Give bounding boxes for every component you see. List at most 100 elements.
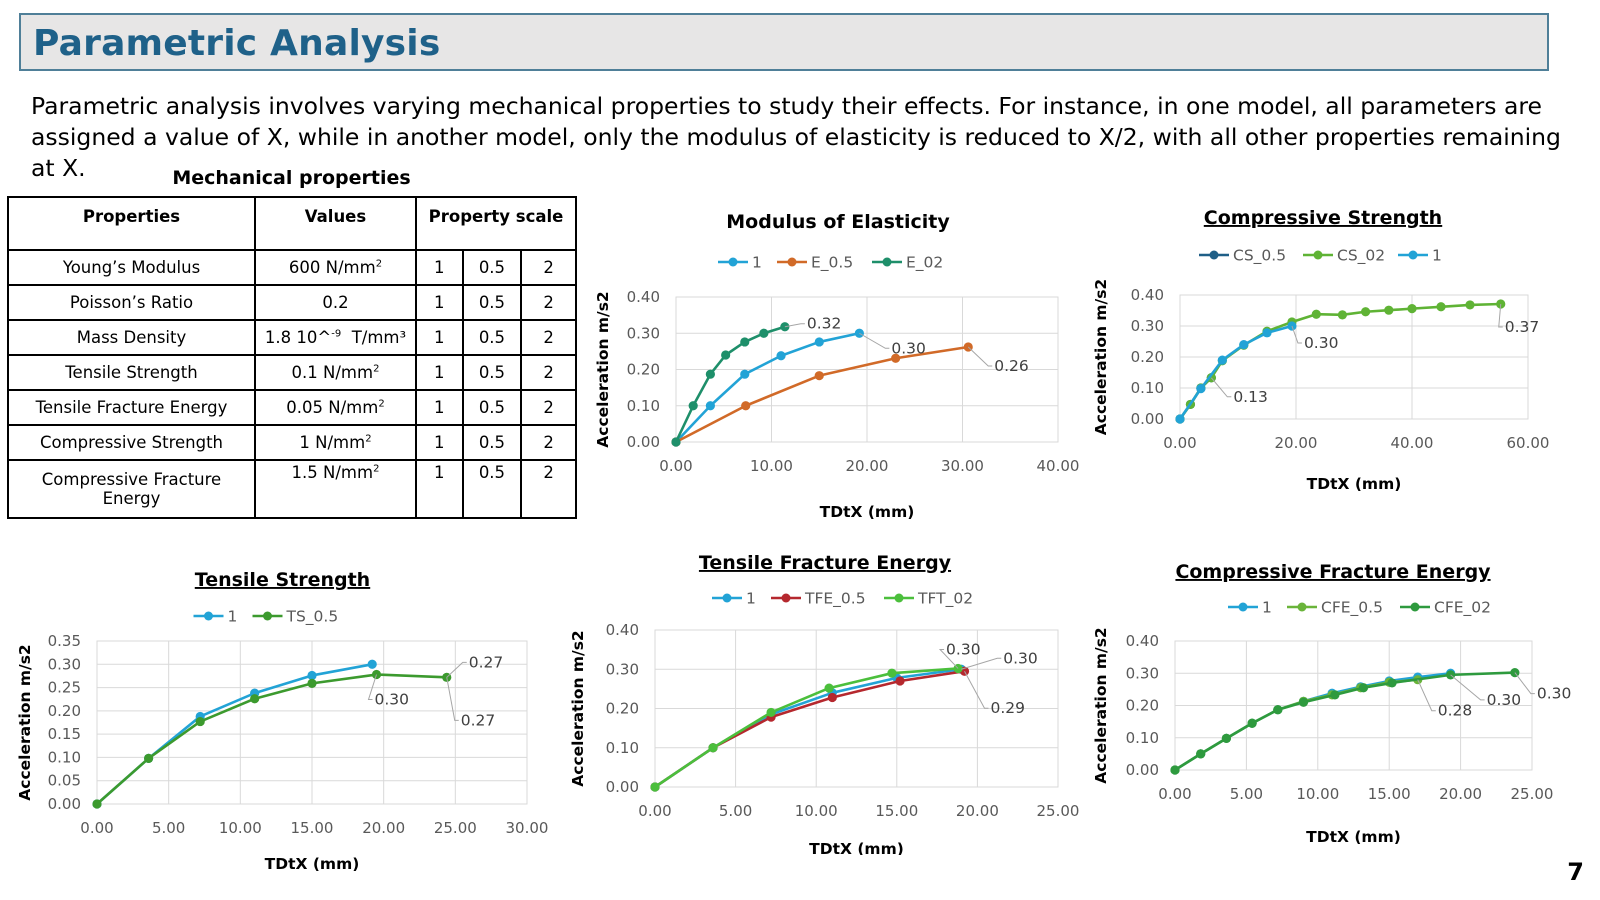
data-label-leader — [784, 323, 805, 328]
x-axis-label: TDtX (mm) — [1306, 828, 1401, 846]
data-point — [1496, 299, 1506, 309]
legend-marker — [894, 593, 904, 603]
x-tick-label: 5.00 — [719, 802, 752, 820]
scale-value: 1 — [415, 424, 464, 461]
data-point — [371, 669, 382, 680]
legend-marker — [1238, 602, 1248, 612]
data-label: 0.30 — [1304, 334, 1339, 352]
legend-item: E_02 — [872, 254, 943, 273]
data-point — [1217, 355, 1227, 365]
intro-paragraph: Parametric analysis involves varying mec… — [31, 92, 1561, 182]
legend-marker — [1297, 602, 1307, 612]
legend-marker — [1410, 602, 1420, 612]
data-point — [1361, 307, 1371, 317]
data-label: 0.27 — [469, 653, 504, 671]
x-tick-label: 10.00 — [1296, 785, 1339, 803]
y-tick-label: 0.20 — [606, 700, 639, 718]
data-label: 0.30 — [946, 640, 981, 658]
chart-title: Compressive Strength — [1204, 207, 1442, 229]
legend-label: TS_0.5 — [286, 608, 339, 627]
data-label-leader — [1291, 325, 1302, 344]
y-axis-label: Acceleration m/s2 — [594, 291, 612, 447]
y-tick-label: 0.00 — [627, 433, 660, 451]
data-point — [740, 337, 750, 347]
value-superscript: 2 — [365, 433, 372, 445]
property-value: 1 N/mm2 — [254, 424, 417, 461]
chart-svg: Tensile Fracture Energy 1 TFE_0.5 TFT_02 0.0… — [569, 552, 1079, 855]
data-point — [1387, 678, 1397, 688]
legend-item: 1 — [1398, 247, 1442, 265]
data-label: 0.28 — [1438, 702, 1473, 720]
chart-svg: Compressive Fracture Energy 1 CFE_0.5 CFE_0… — [1092, 561, 1571, 846]
legend-item: TFT_02 — [884, 590, 973, 609]
scale-value: 1 — [415, 459, 464, 519]
y-tick-label: 0.10 — [48, 748, 81, 766]
data-point — [1273, 705, 1283, 715]
x-axis-label: TDtX (mm) — [1307, 475, 1402, 493]
y-tick-label: 0.30 — [48, 655, 81, 673]
series-line — [654, 667, 959, 789]
data-label: 0.30 — [375, 691, 410, 709]
data-label-leader — [964, 670, 989, 709]
table-row: Poisson’s Ratio 0.2 1 0.5 2 — [7, 284, 577, 321]
property-value: 600 N/mm2 — [254, 249, 417, 286]
data-point — [92, 799, 102, 809]
y-tick-label: 0.30 — [1131, 317, 1164, 335]
x-tick-label: 20.00 — [956, 802, 999, 820]
data-point — [1407, 304, 1417, 314]
value-text: 0.05 N/mm — [286, 398, 379, 417]
legend-marker — [263, 611, 272, 621]
legend-label: 1 — [228, 608, 238, 626]
scale-value: 0.5 — [461, 459, 523, 519]
data-point — [1247, 718, 1257, 728]
legend-item: CFE_02 — [1400, 599, 1491, 618]
data-point — [708, 743, 718, 753]
y-tick-label: 0.00 — [1126, 761, 1159, 779]
y-axis-label: Acceleration m/s2 — [569, 630, 587, 786]
data-label: 0.32 — [807, 315, 842, 333]
y-tick-label: 0.10 — [627, 397, 660, 415]
data-point — [1170, 765, 1180, 775]
data-point — [895, 676, 905, 686]
data-point — [1262, 328, 1272, 338]
data-point — [776, 351, 786, 361]
legend-marker — [1209, 250, 1219, 260]
page-number: 7 — [1567, 858, 1584, 886]
data-point — [195, 716, 205, 727]
data-label-leader — [967, 346, 993, 367]
data-point — [671, 437, 681, 447]
x-tick-label: 25.00 — [434, 819, 477, 837]
y-tick-label: 0.20 — [1131, 348, 1164, 366]
data-point — [814, 371, 824, 381]
scale-value: 2 — [520, 389, 577, 426]
table-row: Tensile Fracture Energy 0.05 N/mm2 1 0.5 2 — [7, 389, 577, 426]
x-tick-label: 40.00 — [1037, 457, 1080, 475]
data-point — [1298, 697, 1309, 707]
scale-value: 1 — [415, 249, 464, 286]
property-value: 1.5 N/mm2 — [254, 459, 417, 519]
value-superscript: 2 — [375, 258, 383, 270]
property-name: Tensile Strength — [7, 354, 256, 391]
x-tick-label: 60.00 — [1507, 434, 1550, 452]
data-label-leader — [1514, 672, 1535, 695]
scale-value: 1 — [415, 389, 464, 426]
x-tick-label: 0.00 — [1163, 434, 1196, 452]
data-point — [307, 678, 317, 688]
data-label-leader — [446, 677, 459, 721]
mechanical-properties-table: Properties Values Property scale Young’s… — [7, 196, 577, 519]
x-tick-label: 10.00 — [750, 457, 793, 475]
header-values: Values — [254, 196, 417, 251]
table-caption: Mechanical properties — [172, 167, 411, 189]
data-point — [1175, 414, 1185, 424]
legend-marker — [728, 257, 738, 267]
legend-item: 1 — [193, 608, 238, 626]
legend-item: 1 — [1228, 599, 1272, 617]
x-tick-label: 25.00 — [1511, 785, 1554, 803]
x-tick-label: 40.00 — [1391, 434, 1434, 452]
legend-marker — [787, 257, 797, 267]
value-text: 1.5 N/mm — [291, 463, 374, 482]
data-point — [705, 369, 715, 379]
y-tick-label: 0.20 — [1126, 697, 1159, 715]
data-point — [367, 659, 377, 669]
property-value: 0.1 N/mm2 — [254, 354, 417, 391]
